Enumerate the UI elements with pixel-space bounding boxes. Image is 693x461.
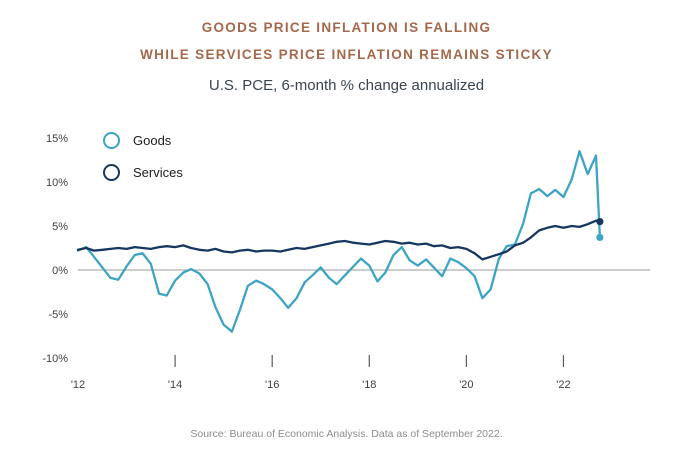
svg-text:'14: '14	[168, 379, 182, 391]
source-note: Source: Bureau of Economic Analysis. Dat…	[190, 428, 503, 440]
chart-title-line1: GOODS PRICE INFLATION IS FALLING	[201, 20, 492, 35]
legend-item-goods: Goods	[103, 132, 183, 149]
services-legend-marker-icon	[103, 164, 120, 181]
svg-text:'22: '22	[556, 379, 570, 391]
svg-text:'20: '20	[459, 379, 473, 391]
svg-text:-10%: -10%	[42, 353, 68, 365]
services-legend-label: Services	[133, 165, 183, 180]
legend-item-services: Services	[103, 164, 183, 181]
chart-subtitle: U.S. PCE, 6-month % change annualized	[208, 77, 485, 94]
goods-legend-label: Goods	[133, 133, 172, 148]
goods-legend-marker-icon	[103, 132, 120, 149]
svg-text:'12: '12	[71, 379, 85, 391]
svg-text:15%: 15%	[46, 133, 68, 145]
svg-text:'16: '16	[265, 379, 279, 391]
svg-text:'18: '18	[362, 379, 376, 391]
svg-text:0%: 0%	[52, 265, 68, 277]
chart-title-line2: WHILE SERVICES PRICE INFLATION REMAINS S…	[140, 47, 553, 62]
chart-legend: Goods Services	[103, 132, 183, 196]
svg-text:-5%: -5%	[48, 309, 68, 321]
svg-text:5%: 5%	[52, 221, 68, 233]
svg-text:10%: 10%	[46, 177, 68, 189]
